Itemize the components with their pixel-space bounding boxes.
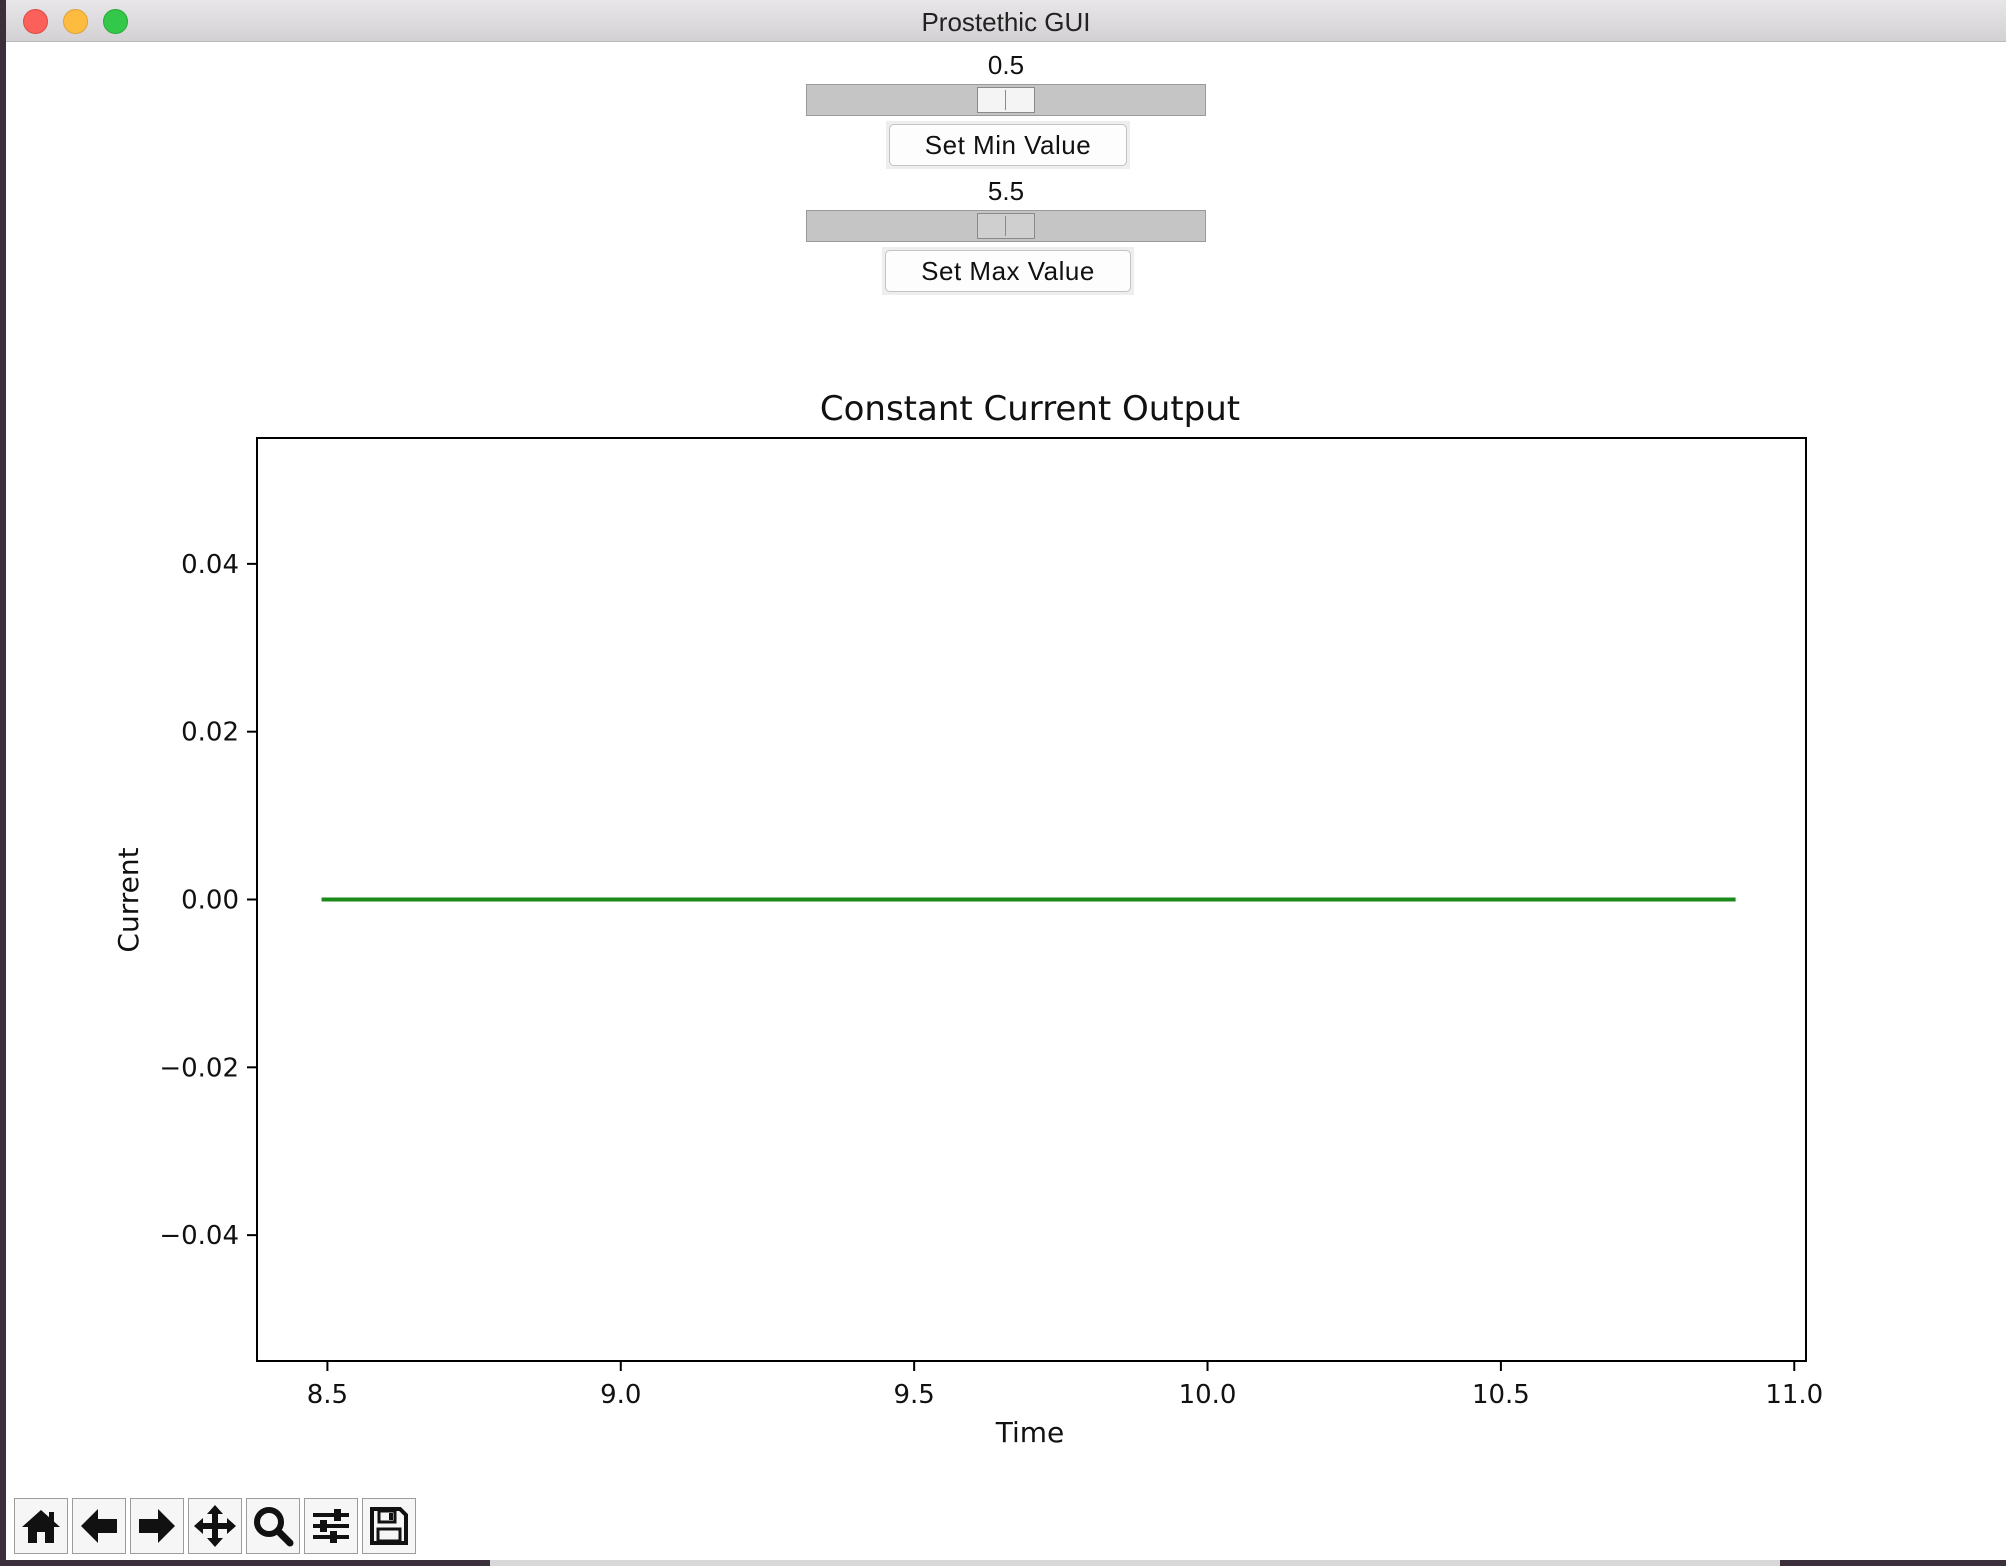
max-button-frame: Set Max Value	[882, 247, 1134, 295]
x-axis-label: Time	[995, 1416, 1065, 1449]
home-icon	[22, 1510, 60, 1543]
max-value-label: 5.5	[987, 176, 1025, 206]
current-chart: Constant Current Output 8.5 9.0 9.5 10.0 10.…	[112, 389, 1823, 1449]
y-tick-label: 0.04	[181, 550, 239, 580]
home-button[interactable]	[14, 1498, 68, 1554]
y-axis-label: Current	[112, 847, 145, 952]
configure-subplots-button[interactable]	[304, 1498, 358, 1554]
max-slider-thumb[interactable]	[977, 213, 1035, 239]
x-tick-label: 9.5	[893, 1380, 934, 1410]
pan-button[interactable]	[188, 1498, 242, 1554]
y-tick-label: −0.04	[159, 1221, 239, 1251]
configure-subplots-icon	[313, 1509, 349, 1543]
x-tick-label: 10.5	[1472, 1380, 1530, 1410]
chart-title: Constant Current Output	[820, 389, 1240, 429]
min-slider[interactable]	[806, 84, 1206, 116]
y-tick-label: −0.02	[159, 1053, 239, 1083]
forward-button[interactable]	[130, 1498, 184, 1554]
minimize-window-button[interactable]	[63, 9, 88, 34]
y-tick-label: 0.00	[181, 886, 239, 916]
max-slider[interactable]	[806, 210, 1206, 242]
back-arrow-icon	[81, 1509, 117, 1543]
maximize-window-button[interactable]	[103, 9, 128, 34]
save-button[interactable]	[362, 1498, 416, 1554]
set-min-value-button[interactable]: Set Min Value	[889, 124, 1127, 166]
x-tick-label: 11.0	[1765, 1380, 1823, 1410]
back-button[interactable]	[72, 1498, 126, 1554]
min-button-frame: Set Min Value	[886, 121, 1130, 169]
zoom-button[interactable]	[246, 1498, 300, 1554]
close-window-button[interactable]	[23, 9, 48, 34]
title-bar: Prostethic GUI	[6, 0, 2006, 42]
x-tick-label: 10.0	[1179, 1380, 1237, 1410]
min-value-label: 0.5	[987, 50, 1025, 80]
set-max-value-button[interactable]: Set Max Value	[885, 250, 1131, 292]
forward-arrow-icon	[139, 1509, 175, 1543]
window-bottom-edge	[490, 1560, 1780, 1566]
pan-icon	[194, 1505, 236, 1547]
x-tick-label: 9.0	[600, 1380, 641, 1410]
save-icon	[370, 1507, 408, 1545]
app-window: Prostethic GUI 0.5 Set Min Value 5.5 Set…	[6, 0, 2006, 1560]
x-tick-label: 8.5	[307, 1380, 348, 1410]
y-tick-label: 0.02	[181, 718, 239, 748]
min-slider-thumb[interactable]	[977, 87, 1035, 113]
navigation-toolbar	[14, 1498, 416, 1556]
zoom-icon	[254, 1507, 294, 1547]
window-title: Prostethic GUI	[921, 7, 1091, 37]
